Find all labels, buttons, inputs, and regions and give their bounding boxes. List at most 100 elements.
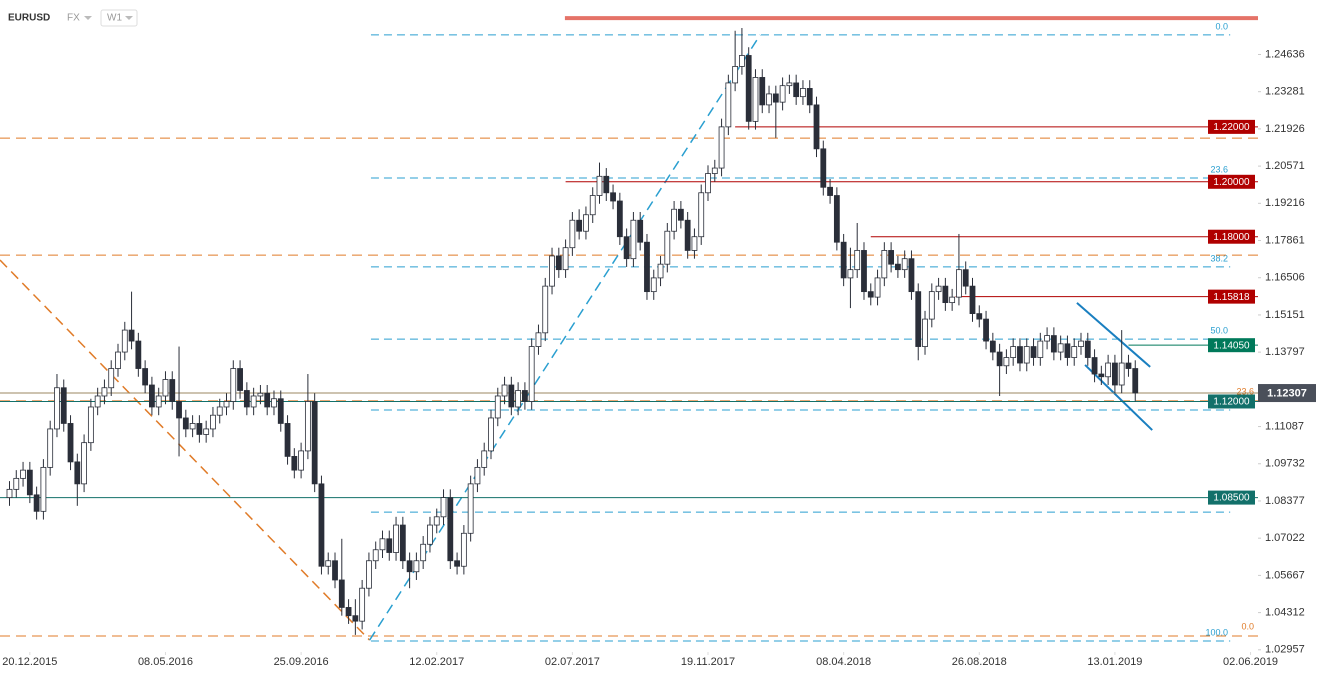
candle-body (922, 318, 928, 347)
candle-body (867, 291, 874, 298)
candle-body (779, 85, 786, 103)
level-label: 1.12000 (1213, 397, 1250, 408)
last-price-label: 1.12307 (1267, 387, 1307, 399)
candle-body (650, 277, 657, 293)
level-label-box (1208, 119, 1255, 134)
candle-body (399, 524, 406, 562)
candle-body (813, 104, 820, 150)
candle-body (596, 175, 603, 196)
candle-body (101, 387, 108, 397)
candle-body (515, 390, 522, 408)
candle-body (366, 560, 372, 589)
candle-body (610, 192, 616, 202)
level-label-box (1208, 229, 1255, 244)
candle-body (935, 285, 942, 293)
x-tick-label: 25.09.2016 (274, 656, 329, 668)
candle-body (562, 247, 569, 271)
candle-body (311, 401, 318, 485)
candle-body (1017, 346, 1023, 364)
candle-body (87, 406, 94, 444)
level-label: 1.14050 (1213, 340, 1250, 351)
candle-body (13, 477, 20, 490)
candle-body (711, 167, 718, 174)
candle-body (189, 423, 196, 430)
candle-body (1125, 362, 1132, 369)
candle-body (671, 208, 677, 232)
candle-body (230, 368, 237, 402)
candle-body (901, 258, 908, 271)
interval[interactable]: W1 (107, 13, 122, 24)
level-label-box (1208, 289, 1255, 304)
candle-body (60, 387, 67, 424)
candle-body (583, 214, 589, 232)
candle-body (894, 263, 901, 271)
candle-body (6, 488, 13, 498)
candle-body (488, 417, 494, 452)
dropdown-arrow (125, 16, 133, 20)
candle-body (1044, 335, 1050, 342)
x-tick-label: 02.06.2019 (1223, 656, 1278, 668)
candle-body (854, 250, 861, 271)
fib-label: 0.0 (1215, 21, 1228, 31)
candle-body (298, 450, 305, 471)
candle-body (698, 192, 705, 238)
candle-body (888, 250, 895, 265)
candle-body (800, 88, 806, 98)
candle-body (637, 219, 644, 243)
y-tick-label: 1.20571 (1265, 160, 1305, 172)
candle-body (210, 414, 216, 430)
candle-body (74, 461, 81, 485)
candle-body (115, 351, 121, 369)
candle-body (691, 236, 698, 251)
y-tick-label: 1.08377 (1265, 495, 1305, 507)
trend-line (1076, 302, 1151, 368)
candle-body (1078, 340, 1084, 347)
candle-body (26, 469, 33, 496)
candle-body (338, 579, 345, 608)
candle-body (576, 219, 583, 232)
level-label-box (1208, 174, 1255, 189)
candle-body (393, 524, 399, 553)
candle-body (806, 88, 813, 106)
candle-body (630, 219, 637, 260)
candle-body (420, 543, 427, 562)
candle-body (325, 560, 332, 567)
candle-body (793, 82, 800, 98)
candle-body (677, 208, 684, 221)
candle-body (874, 277, 881, 298)
x-tick-label: 20.12.2015 (2, 656, 57, 668)
y-tick-label: 1.07022 (1265, 532, 1305, 544)
trend-line (368, 34, 761, 641)
candle-body (216, 406, 223, 416)
candle-body (182, 417, 189, 430)
candle-body (121, 329, 128, 353)
candle-body (752, 77, 759, 122)
candle-body (1003, 357, 1010, 367)
candle-body (616, 200, 623, 238)
candle-body (155, 395, 162, 408)
candle-body (915, 291, 922, 347)
candle-body (962, 269, 969, 287)
candle-body (732, 66, 739, 84)
candle-body (1132, 368, 1139, 394)
candle-body (589, 195, 596, 216)
candle-body (522, 390, 528, 402)
y-tick-label: 1.17861 (1265, 234, 1305, 246)
candle-body (169, 379, 176, 402)
candle-body (501, 384, 508, 397)
candle-body (162, 379, 169, 397)
candle-body (772, 93, 779, 103)
y-tick-label: 1.24636 (1265, 48, 1305, 60)
candle-body (304, 401, 311, 452)
candle-body (474, 466, 481, 485)
candle-body (644, 241, 650, 293)
candle-body (1010, 346, 1017, 358)
candle-body (820, 148, 827, 188)
interval-box[interactable] (100, 9, 138, 27)
candle-body (67, 423, 74, 463)
candle-body (759, 77, 766, 106)
candle-body (739, 55, 745, 67)
symbol: EURUSD (8, 13, 50, 24)
fib-label: 50.0 (1210, 326, 1228, 336)
